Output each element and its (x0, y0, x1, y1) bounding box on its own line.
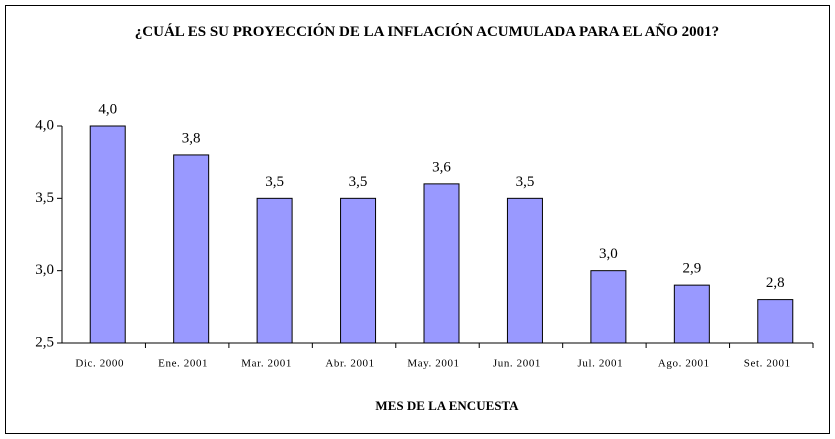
bar (590, 270, 627, 344)
value-label: 3,5 (516, 174, 535, 190)
value-label: 3,6 (432, 159, 451, 175)
bar (256, 197, 293, 344)
x-axis-title: MES DE LA ENCUESTA (375, 398, 519, 413)
y-tick-label: 3,5 (35, 190, 54, 206)
bar (673, 284, 710, 344)
value-label: 2,8 (766, 275, 785, 291)
x-tick-label: May. 2001 (407, 358, 459, 370)
chart-title: ¿CUÁL ES SU PROYECCIÓN DE LA INFLACIÓN A… (134, 24, 720, 40)
chart-border (5, 5, 830, 434)
value-label: 3,0 (599, 246, 618, 262)
y-tick-label: 4,0 (35, 117, 54, 133)
bar (423, 183, 460, 344)
bar (89, 125, 126, 344)
bar (173, 154, 210, 344)
x-tick-label: Jun. 2001 (493, 358, 541, 370)
x-tick-label: Ago. 2001 (658, 358, 710, 370)
value-label: 2,9 (682, 261, 701, 277)
x-tick-label: Jul. 2001 (578, 358, 624, 370)
value-label: 3,5 (349, 174, 368, 190)
x-tick-label: Dic. 2000 (75, 358, 124, 370)
x-tick-label: Ene. 2001 (158, 358, 208, 370)
bar (757, 299, 794, 344)
bar (506, 197, 543, 344)
y-tick-label: 3,0 (35, 262, 54, 278)
y-tick-label: 2,5 (35, 334, 54, 350)
value-label: 4,0 (98, 101, 117, 117)
x-tick-label: Set. 2001 (744, 358, 791, 370)
x-tick-label: Abr. 2001 (325, 358, 374, 370)
value-label: 3,8 (182, 130, 201, 146)
bar (340, 197, 377, 344)
value-label: 3,5 (265, 174, 284, 190)
x-tick-label: Mar. 2001 (241, 358, 292, 370)
